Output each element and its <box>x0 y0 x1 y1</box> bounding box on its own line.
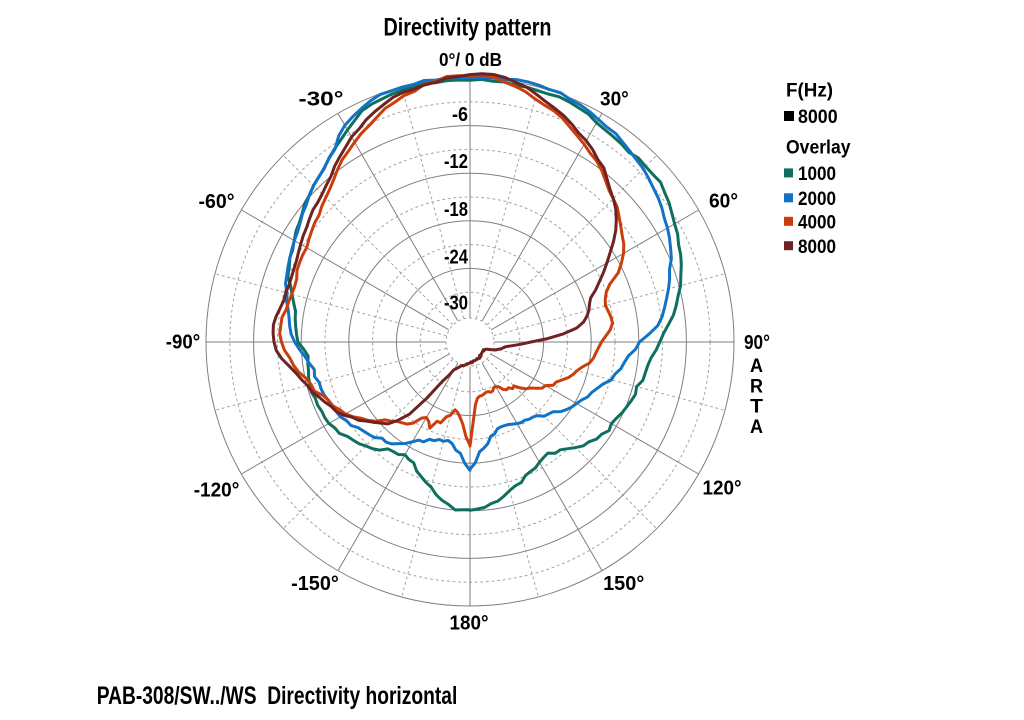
svg-text:30°: 30° <box>600 87 629 110</box>
svg-text:A: A <box>750 417 763 438</box>
svg-text:8000: 8000 <box>798 106 838 128</box>
svg-text:-90°: -90° <box>166 330 200 353</box>
svg-text:-12: -12 <box>444 150 468 173</box>
svg-text:PAB-308/SW../WS Directivity h: PAB-308/SW../WS Directivity horizontal <box>97 682 458 710</box>
svg-text:2000: 2000 <box>798 188 836 210</box>
svg-text:-60°: -60° <box>199 190 235 213</box>
svg-text:120°: 120° <box>703 476 742 499</box>
svg-text:-30: -30 <box>444 292 468 315</box>
svg-text:-30°: -30° <box>299 87 344 110</box>
svg-text:-6: -6 <box>452 103 468 126</box>
svg-text:-150°: -150° <box>291 572 339 595</box>
svg-text:R: R <box>750 376 763 397</box>
svg-text:Overlay: Overlay <box>786 137 851 159</box>
svg-text:4000: 4000 <box>798 212 836 234</box>
svg-text:8000: 8000 <box>798 236 836 258</box>
svg-text:-120°: -120° <box>194 479 240 502</box>
svg-text:180°: 180° <box>450 612 489 635</box>
svg-text:150°: 150° <box>603 572 644 595</box>
svg-text:-24: -24 <box>444 246 468 269</box>
svg-text:A: A <box>750 356 763 377</box>
svg-text:60°: 60° <box>709 189 738 212</box>
svg-text:F(Hz): F(Hz) <box>786 79 833 101</box>
svg-text:1000: 1000 <box>798 163 836 185</box>
svg-text:Directivity pattern: Directivity pattern <box>384 14 552 42</box>
svg-text:90°: 90° <box>744 331 770 354</box>
svg-text:T: T <box>750 396 763 417</box>
svg-text:-18: -18 <box>444 198 468 221</box>
svg-text:0°/ 0 dB: 0°/ 0 dB <box>439 49 502 70</box>
